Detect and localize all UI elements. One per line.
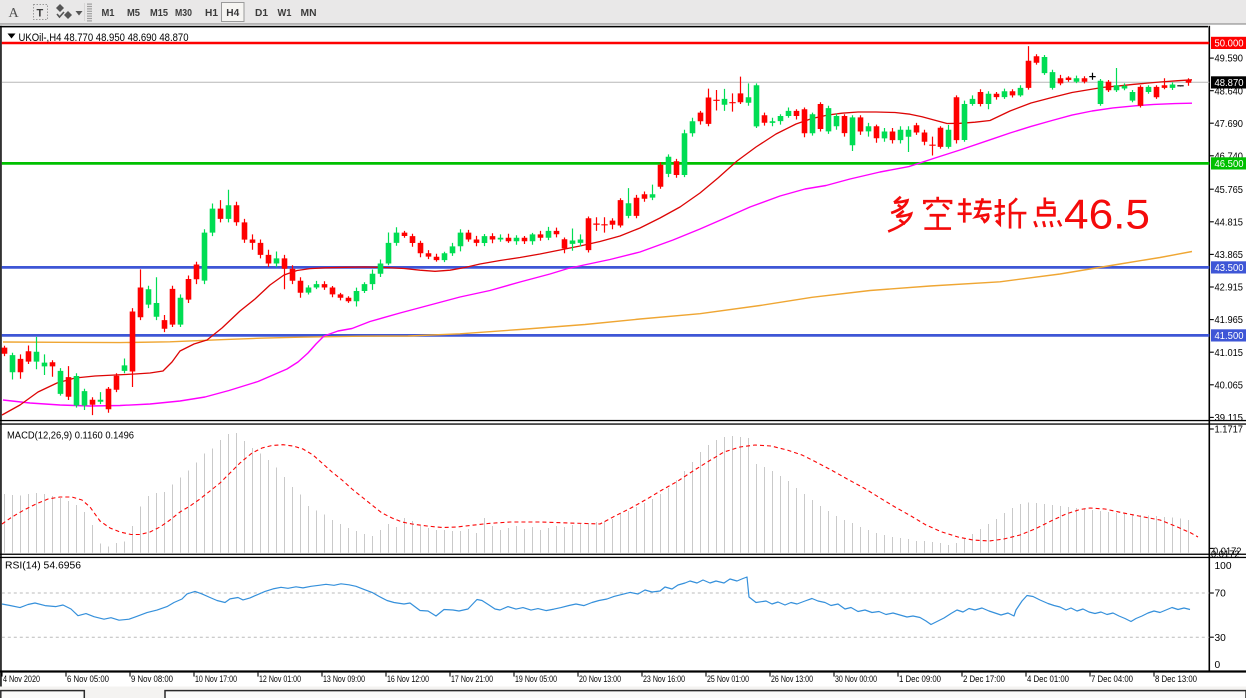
svg-text:4 Nov 2020: 4 Nov 2020: [3, 674, 40, 684]
svg-text:M15: M15: [150, 7, 168, 19]
svg-text:48.640: 48.640: [1215, 86, 1244, 97]
svg-text:8 Dec 13:00: 8 Dec 13:00: [1155, 674, 1197, 684]
svg-text:UKOil-,H4 48.770 48.950 48.69: UKOil-,H4 48.770 48.950 48.690 48.870: [19, 32, 189, 44]
svg-text:46.5: 46.5: [1064, 191, 1150, 238]
svg-text:19 Nov 05:00: 19 Nov 05:00: [515, 674, 557, 684]
svg-text:0.0172: 0.0172: [1213, 547, 1242, 558]
svg-text:39.115: 39.115: [1215, 413, 1244, 424]
svg-text:4 Dec 01:00: 4 Dec 01:00: [1027, 674, 1069, 684]
svg-text:40.065: 40.065: [1215, 380, 1244, 391]
svg-text:43.500: 43.500: [1215, 263, 1244, 274]
svg-text:1.1717: 1.1717: [1215, 425, 1244, 436]
svg-text:42.915: 42.915: [1215, 283, 1244, 294]
svg-text:M5: M5: [127, 7, 140, 19]
svg-text:M1: M1: [102, 7, 115, 19]
svg-text:45.765: 45.765: [1215, 185, 1244, 196]
svg-text:50.000: 50.000: [1215, 39, 1244, 50]
svg-text:46.500: 46.500: [1215, 159, 1244, 170]
svg-text:2 Dec 17:00: 2 Dec 17:00: [963, 674, 1005, 684]
svg-text:44.815: 44.815: [1215, 217, 1244, 228]
svg-text:10 Nov 17:00: 10 Nov 17:00: [195, 674, 237, 684]
svg-text:12 Nov 01:00: 12 Nov 01:00: [259, 674, 301, 684]
svg-text:100: 100: [1215, 561, 1232, 572]
svg-text:6 Nov 05:00: 6 Nov 05:00: [67, 674, 109, 684]
svg-text:20 Nov 13:00: 20 Nov 13:00: [579, 674, 621, 684]
svg-text:9 Nov 08:00: 9 Nov 08:00: [131, 674, 173, 684]
svg-text:70: 70: [1215, 589, 1227, 600]
svg-text:0.0172: 0.0172: [1211, 550, 1240, 561]
svg-text:41.500: 41.500: [1215, 331, 1244, 342]
svg-text:7 Dec 04:00: 7 Dec 04:00: [1091, 674, 1133, 684]
svg-text:47.690: 47.690: [1215, 119, 1244, 130]
svg-text:25 Nov 01:00: 25 Nov 01:00: [707, 674, 749, 684]
svg-text:MACD(12,26,9) 0.1160 0.1496: MACD(12,26,9) 0.1160 0.1496: [7, 431, 135, 442]
svg-text:30 Nov 00:00: 30 Nov 00:00: [835, 674, 877, 684]
svg-text:1 Dec 09:00: 1 Dec 09:00: [899, 674, 941, 684]
svg-text:49.590: 49.590: [1215, 54, 1244, 65]
svg-text:H4: H4: [226, 7, 239, 19]
svg-text:T: T: [37, 8, 44, 20]
svg-text:16 Nov 12:00: 16 Nov 12:00: [387, 674, 429, 684]
svg-text:RSI(14) 54.6956: RSI(14) 54.6956: [5, 561, 82, 572]
svg-text:23 Nov 16:00: 23 Nov 16:00: [643, 674, 685, 684]
svg-text:M30: M30: [175, 7, 192, 19]
svg-text:46.740: 46.740: [1215, 151, 1244, 162]
svg-text:A: A: [9, 6, 20, 21]
svg-text:17 Nov 21:00: 17 Nov 21:00: [451, 674, 493, 684]
svg-text:W1: W1: [278, 7, 292, 19]
svg-text:26 Nov 13:00: 26 Nov 13:00: [771, 674, 813, 684]
svg-text:13 Nov 09:00: 13 Nov 09:00: [323, 674, 365, 684]
svg-text:MN: MN: [301, 7, 317, 19]
svg-text:D1: D1: [255, 7, 268, 19]
svg-text:H1: H1: [205, 7, 218, 19]
svg-text:43.865: 43.865: [1215, 250, 1244, 261]
svg-text:41.965: 41.965: [1215, 315, 1244, 326]
svg-text:0: 0: [1215, 660, 1221, 671]
svg-text:41.015: 41.015: [1215, 348, 1244, 359]
svg-text:48.870: 48.870: [1215, 78, 1244, 89]
svg-text:30: 30: [1215, 633, 1227, 644]
